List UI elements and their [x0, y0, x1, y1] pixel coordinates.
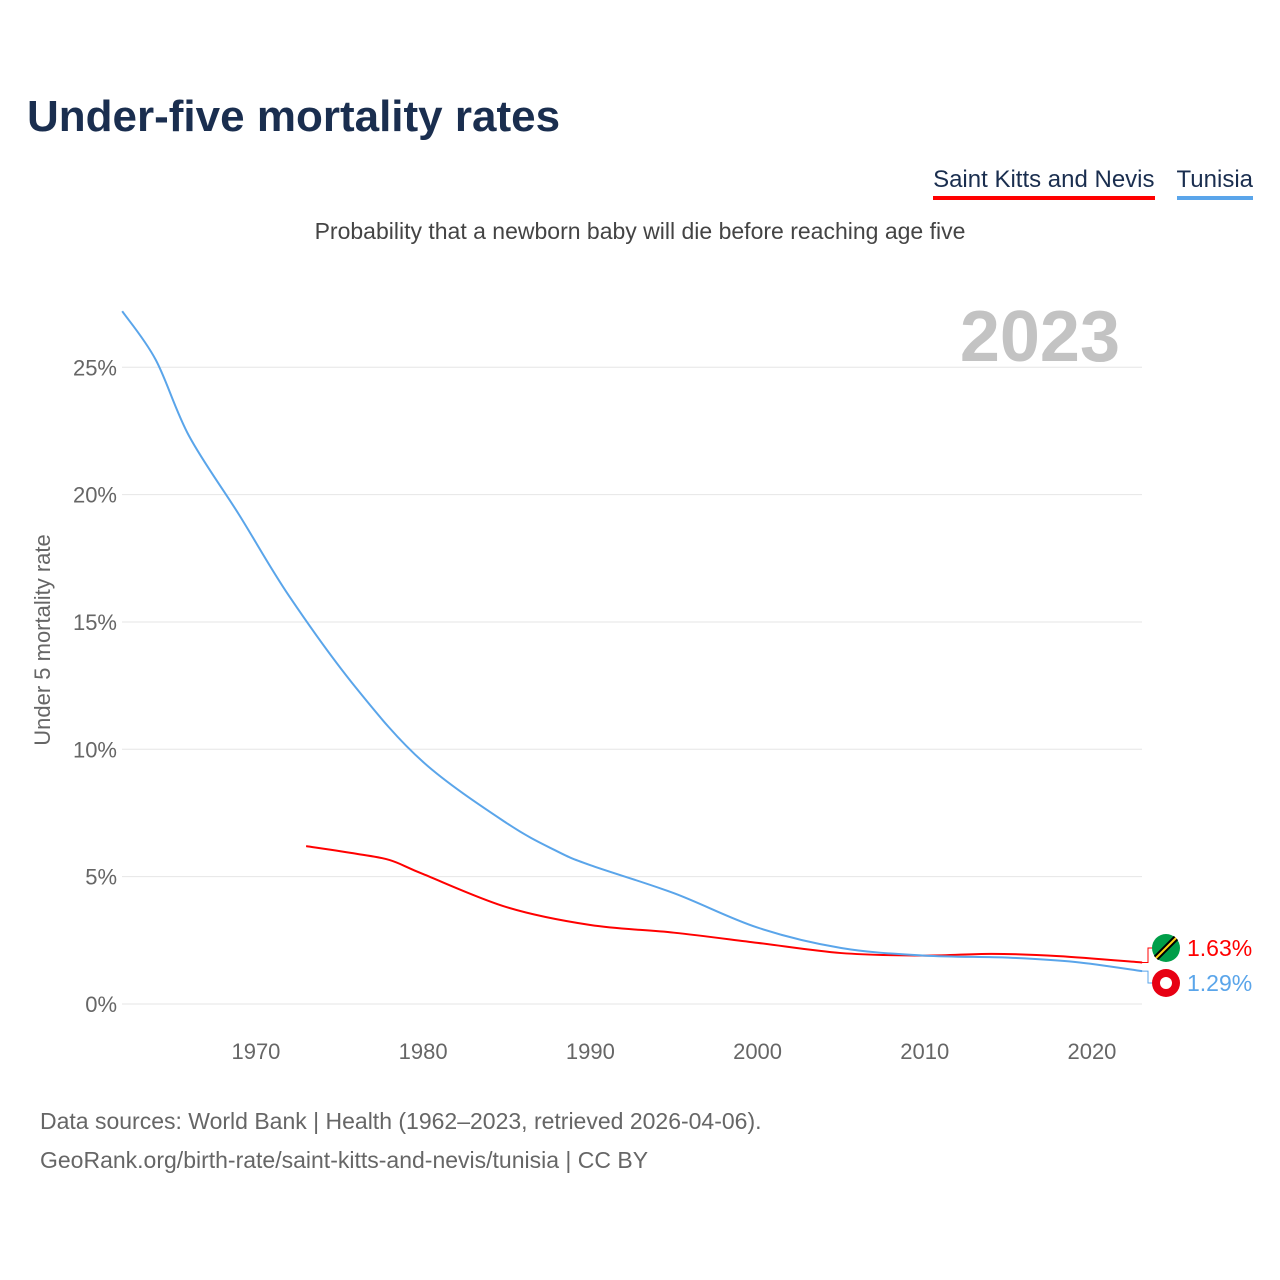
end-value-label: 1.63%	[1187, 935, 1252, 961]
chart-subtitle: Probability that a newborn baby will die…	[314, 218, 966, 244]
series-line-0	[305, 845, 1143, 964]
y-tick-label: 25%	[73, 355, 117, 380]
y-tick-label: 10%	[73, 737, 117, 762]
year-watermark: 2023	[960, 297, 1120, 377]
y-tick-label: 5%	[85, 865, 117, 890]
legend-saint-kitts[interactable]: Saint Kitts and Nevis	[933, 166, 1155, 200]
y-tick-label: 0%	[85, 992, 117, 1017]
y-axis-label: Under 5 mortality rate	[30, 534, 55, 746]
end-value-label: 1.29%	[1187, 970, 1252, 996]
legend-tunisia[interactable]: Tunisia	[1176, 166, 1253, 200]
y-tick-label: 15%	[73, 610, 117, 635]
flag-stripe-edge	[1155, 937, 1177, 959]
chart-title: Under-five mortality rates	[27, 92, 561, 141]
x-tick-label: 2010	[900, 1039, 949, 1064]
legend: Saint Kitts and Nevis Tunisia	[933, 166, 1253, 200]
x-tick-label: 1970	[231, 1039, 280, 1064]
series-line-1	[121, 310, 1143, 973]
flag-emblem	[1160, 977, 1172, 989]
footer-link[interactable]: GeoRank.org/birth-rate/saint-kitts-and-n…	[40, 1147, 649, 1173]
label-connector	[1142, 970, 1152, 984]
x-tick-label: 2020	[1067, 1039, 1116, 1064]
x-tick-label: 1980	[399, 1039, 448, 1064]
x-tick-label: 1990	[566, 1039, 615, 1064]
label-connector	[1142, 947, 1152, 963]
footer-sources: Data sources: World Bank | Health (1962–…	[40, 1108, 762, 1134]
y-tick-label: 20%	[73, 483, 117, 508]
x-tick-label: 2000	[733, 1039, 782, 1064]
